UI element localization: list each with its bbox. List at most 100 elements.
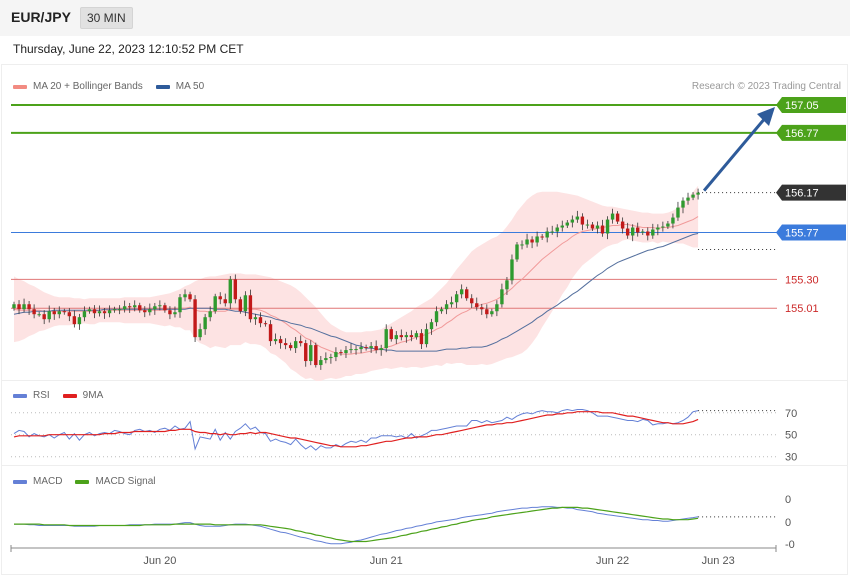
candle-body: [309, 345, 313, 362]
candle-body: [610, 213, 615, 220]
candle-body: [686, 197, 690, 201]
candle-body: [449, 302, 454, 305]
candle-body: [384, 329, 388, 349]
candle-body: [661, 226, 665, 228]
candle-body: [691, 194, 695, 198]
candle-body: [107, 310, 112, 314]
candle-body: [404, 335, 409, 338]
candle-body: [67, 312, 72, 317]
candle-body: [625, 228, 630, 236]
candle-body: [62, 311, 66, 313]
candle-body: [485, 309, 489, 315]
candle-body: [12, 304, 16, 309]
candle-body: [22, 304, 26, 310]
credit-text: Research © 2023 Trading Central: [691, 81, 841, 92]
legend-swatch-rsi-ma: [62, 393, 77, 398]
candle-body: [52, 311, 56, 315]
candle-body: [198, 329, 202, 338]
candle-body: [681, 200, 685, 208]
x-tick-label: Jun 22: [596, 555, 629, 567]
candle-body: [218, 296, 222, 300]
legend-label-macd: MACD: [33, 476, 63, 487]
level-label-4: 155.30: [785, 274, 819, 286]
candle-body: [208, 311, 212, 318]
candle-body: [656, 227, 660, 230]
candle-body: [580, 216, 585, 225]
x-tick-label: Jun 20: [143, 555, 176, 567]
level-label-2: 156.17: [785, 188, 819, 200]
candle-body: [439, 309, 444, 312]
candle-body: [319, 360, 323, 366]
candle-body: [228, 279, 232, 304]
candle-body: [178, 297, 182, 313]
candle-body: [354, 349, 358, 351]
candle-body: [555, 227, 559, 232]
candle-body: [414, 333, 419, 338]
candle-body: [575, 216, 580, 220]
rsi-line: [13, 408, 699, 451]
candle-body: [324, 358, 328, 361]
candle-body: [278, 339, 283, 344]
candle-body: [314, 345, 318, 366]
candle-body: [349, 349, 353, 351]
candle-body: [117, 309, 122, 311]
candle-body: [510, 259, 514, 281]
candle-body: [127, 306, 132, 308]
candle-body: [454, 294, 459, 303]
candle-body: [42, 314, 46, 320]
legend-label-rsi-ma: 9MA: [82, 390, 104, 401]
candle-body: [470, 298, 474, 304]
legend-swatch-ma20: [13, 84, 27, 89]
candle-body: [72, 316, 77, 325]
candle-body: [143, 310, 147, 313]
rsi-tick-label: 50: [785, 430, 797, 442]
legend-swatch-ma50: [155, 84, 170, 89]
candle-body: [434, 311, 439, 323]
candle-body: [148, 309, 152, 313]
candle-body: [223, 299, 227, 304]
timeframe-button[interactable]: 30 MIN: [80, 7, 133, 29]
candle-body: [560, 225, 564, 228]
candle-body: [651, 229, 655, 236]
candle-body: [329, 357, 333, 359]
candle-body: [122, 306, 127, 310]
candle-body: [630, 227, 635, 236]
candle-body: [490, 311, 494, 315]
candle-body: [394, 335, 398, 340]
legend-label-macd-signal: MACD Signal: [95, 476, 156, 487]
candle-body: [480, 307, 484, 310]
forecast-arrow-head: [757, 107, 775, 126]
candle-body: [590, 224, 595, 229]
candle-body: [424, 329, 429, 345]
candle-body: [641, 231, 645, 233]
candle-body: [173, 312, 177, 315]
candle-body: [671, 217, 675, 224]
candle-body: [540, 236, 544, 238]
candle-body: [545, 231, 549, 238]
candle-body: [188, 294, 192, 300]
macd-tick-label: 0: [785, 494, 791, 506]
candle-body: [615, 213, 620, 222]
candle-body: [379, 348, 383, 351]
macd-signal-line: [14, 506, 699, 543]
ma50-line: [13, 233, 699, 352]
candle-body: [268, 324, 273, 342]
candle-body: [37, 314, 41, 316]
candle-body: [138, 305, 142, 311]
candle-body: [153, 306, 157, 310]
x-tick-label: Jun 21: [370, 555, 403, 567]
x-tick-label: Jun 23: [702, 555, 735, 567]
candle-body: [158, 305, 162, 307]
candle-body: [444, 304, 449, 310]
candle-body: [77, 317, 82, 325]
macd-legend: MACD MACD Signal: [13, 476, 155, 487]
main-legend: MA 20 + Bollinger Bands MA 50: [13, 81, 204, 92]
rsi-tick-label: 70: [785, 408, 797, 420]
level-label-0: 157.05: [785, 100, 819, 112]
candle-body: [263, 323, 268, 325]
candle-body: [97, 311, 102, 314]
candle-body: [505, 280, 509, 290]
candle-body: [238, 299, 243, 312]
candle-body: [565, 222, 569, 226]
